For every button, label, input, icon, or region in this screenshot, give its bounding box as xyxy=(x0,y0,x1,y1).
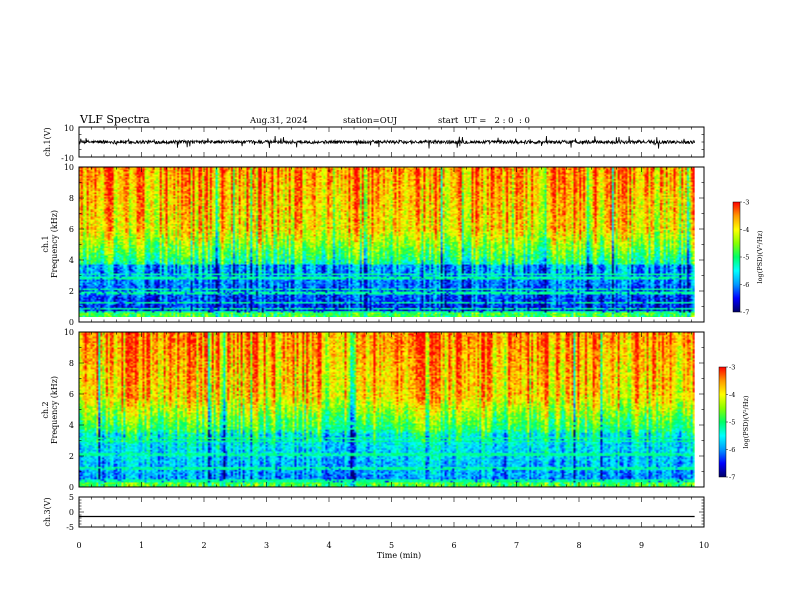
ch2-colorbar-gradient xyxy=(718,366,727,478)
ch1-waveform-panel: 10 -10 ch.1(V) xyxy=(43,124,705,163)
figure-title: VLF Spectra xyxy=(79,113,150,126)
ch2-spectrogram-image xyxy=(79,332,695,487)
colorbar-tick-label: -4 xyxy=(729,391,735,399)
ch1-spectrogram-ylabel: Frequency (kHz) xyxy=(50,210,59,278)
ch3-ytick-top: 5 xyxy=(69,493,74,502)
colorbar-tick-label: -6 xyxy=(743,281,749,289)
ch1-colorbar-label: log(PSD)(V²/Hz) xyxy=(756,230,764,283)
frequency-tick-label: 4 xyxy=(69,256,74,265)
ch3-ylabel: ch.3(V) xyxy=(43,497,52,526)
ch1-ytick-bottom: -10 xyxy=(61,154,74,163)
ch2-spectrogram-ylabel: Frequency (kHz) xyxy=(50,376,59,444)
ch1-trace-line xyxy=(78,135,696,149)
x-tick-label: 7 xyxy=(514,541,519,550)
frequency-tick-label: 4 xyxy=(69,421,74,430)
frequency-tick-label: 2 xyxy=(69,452,74,461)
ch2-colorbar: -3 -4 -5 -6 -7 log(PSD)(V²/Hz) xyxy=(718,364,750,482)
x-tick-label: 0 xyxy=(76,541,81,550)
ch1-spectrogram-channel-label: ch.1 xyxy=(41,235,50,252)
ch2-spectrogram-panel: 0 2 4 6 8 10 ch.2 Frequency (kHz) -3 -4 -5 -6 -7 … xyxy=(41,328,750,492)
start-time-label: start UT = 2 : 0 : 0 xyxy=(438,116,530,126)
x-tick-label: 9 xyxy=(639,541,644,550)
x-tick-label: 6 xyxy=(451,541,456,550)
x-tick-label: 4 xyxy=(326,541,331,550)
colorbar-tick-label: -4 xyxy=(743,226,749,234)
x-tick-label: 5 xyxy=(389,541,394,550)
frequency-tick-label: 8 xyxy=(69,194,74,203)
x-tick-label: 8 xyxy=(576,541,581,550)
x-tick-labels: 0 1 2 3 4 5 6 7 8 9 10 xyxy=(76,541,709,550)
colorbar-tick-label: -3 xyxy=(743,199,749,207)
colorbar-tick-label: -5 xyxy=(729,419,735,427)
x-tick-label: 3 xyxy=(264,541,269,550)
colorbar-tick-label: -5 xyxy=(743,254,749,262)
ch2-colorbar-label: log(PSD)(V²/Hz) xyxy=(742,395,750,448)
colorbar-tick-label: -6 xyxy=(729,446,735,454)
colorbar-tick-label: -3 xyxy=(729,364,735,372)
ch1-colorbar-gradient xyxy=(732,201,741,313)
frequency-tick-label: 8 xyxy=(69,359,74,368)
ch2-spectrogram-channel-label: ch.2 xyxy=(41,401,50,418)
x-tick-label: 10 xyxy=(699,541,709,550)
frequency-tick-label: 0 xyxy=(69,318,74,327)
frequency-tick-label: 6 xyxy=(69,390,74,399)
colorbar-tick-label: -7 xyxy=(743,309,749,317)
station-label: station=OUJ xyxy=(343,116,398,126)
ch1-ylabel: ch.1(V) xyxy=(43,127,52,156)
frequency-tick-label: 2 xyxy=(69,287,74,296)
ch3-ytick-middle: 0 xyxy=(69,508,74,517)
ch1-ytick-top: 10 xyxy=(64,124,74,133)
ch1-spectrogram-image xyxy=(79,167,695,317)
frequency-tick-label: 10 xyxy=(64,328,74,337)
frequency-tick-label: 0 xyxy=(69,483,74,492)
x-tick-label: 1 xyxy=(139,541,144,550)
x-axis-label: Time (min) xyxy=(377,551,421,560)
ch1-spectrogram-panel: 0 2 4 6 8 10 ch.1 Frequency (kHz) -3 -4 -5 -6 -7 … xyxy=(41,163,764,327)
ch3-ytick-bottom: -5 xyxy=(66,523,74,532)
ch1-colorbar: -3 -4 -5 -6 -7 log(PSD)(V²/Hz) xyxy=(732,199,764,317)
frequency-tick-label: 10 xyxy=(64,163,74,172)
date-label: Aug.31, 2024 xyxy=(249,116,308,126)
x-tick-label: 2 xyxy=(201,541,206,550)
frequency-tick-label: 6 xyxy=(69,225,74,234)
ch3-waveform-panel: 5 0 -5 ch.3(V) xyxy=(43,493,705,532)
colorbar-tick-label: -7 xyxy=(729,474,735,482)
